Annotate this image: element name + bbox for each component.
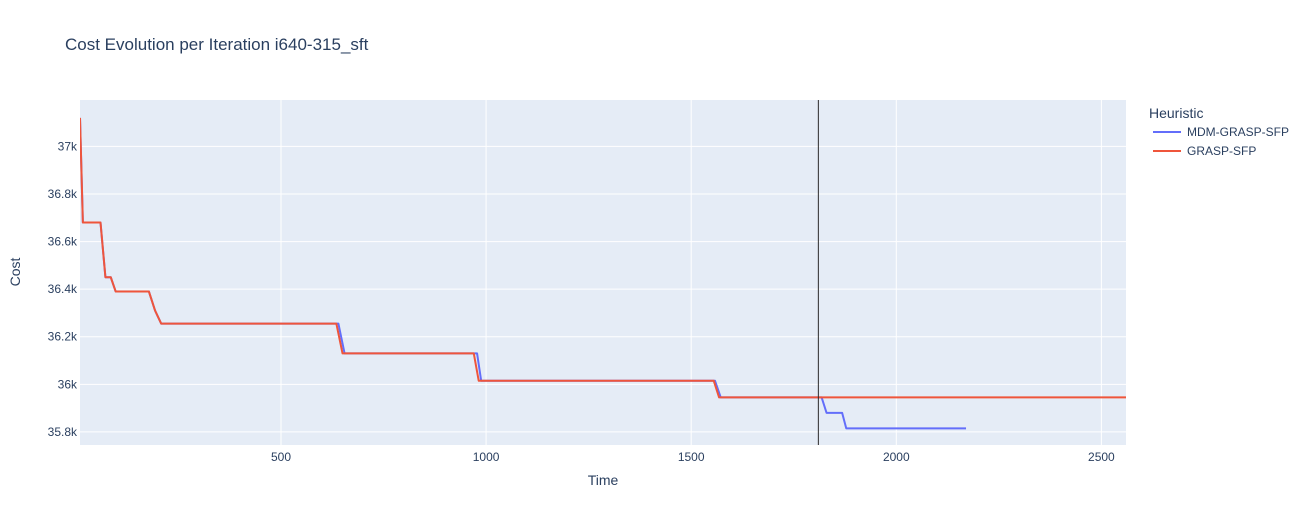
x-tick-label: 500 <box>271 450 291 464</box>
y-tick-label: 36k <box>58 377 78 391</box>
y-tick-label: 36.2k <box>48 330 78 344</box>
legend: Heuristic MDM-GRASP-SFP GRASP-SFP <box>1149 105 1289 158</box>
grid-lines <box>80 100 1126 445</box>
series-line-grasp-sfp <box>80 117 1126 399</box>
y-tick-label: 37k <box>58 139 78 153</box>
x-axis-ticks: 500 1000 1500 2000 2500 <box>271 450 1115 464</box>
series-lines <box>80 117 1126 430</box>
x-tick-label: 1500 <box>678 450 705 464</box>
legend-title: Heuristic <box>1149 105 1203 121</box>
x-tick-label: 1000 <box>473 450 500 464</box>
y-axis-title: Cost <box>7 258 23 287</box>
x-tick-label: 2000 <box>883 450 910 464</box>
y-tick-label: 36.4k <box>48 282 78 296</box>
y-tick-label: 36.8k <box>48 187 78 201</box>
y-tick-label: 35.8k <box>48 425 78 439</box>
x-tick-label: 2500 <box>1088 450 1115 464</box>
y-tick-label: 36.6k <box>48 235 78 249</box>
chart-title: Cost Evolution per Iteration i640-315_sf… <box>65 35 369 54</box>
legend-label-mdm-grasp-sfp: MDM-GRASP-SFP <box>1187 125 1289 139</box>
y-axis-ticks: 35.8k 36k 36.2k 36.4k 36.6k 36.8k 37k <box>48 139 78 439</box>
plot-area <box>80 100 1126 445</box>
x-axis-title: Time <box>588 472 619 488</box>
legend-label-grasp-sfp: GRASP-SFP <box>1187 144 1256 158</box>
